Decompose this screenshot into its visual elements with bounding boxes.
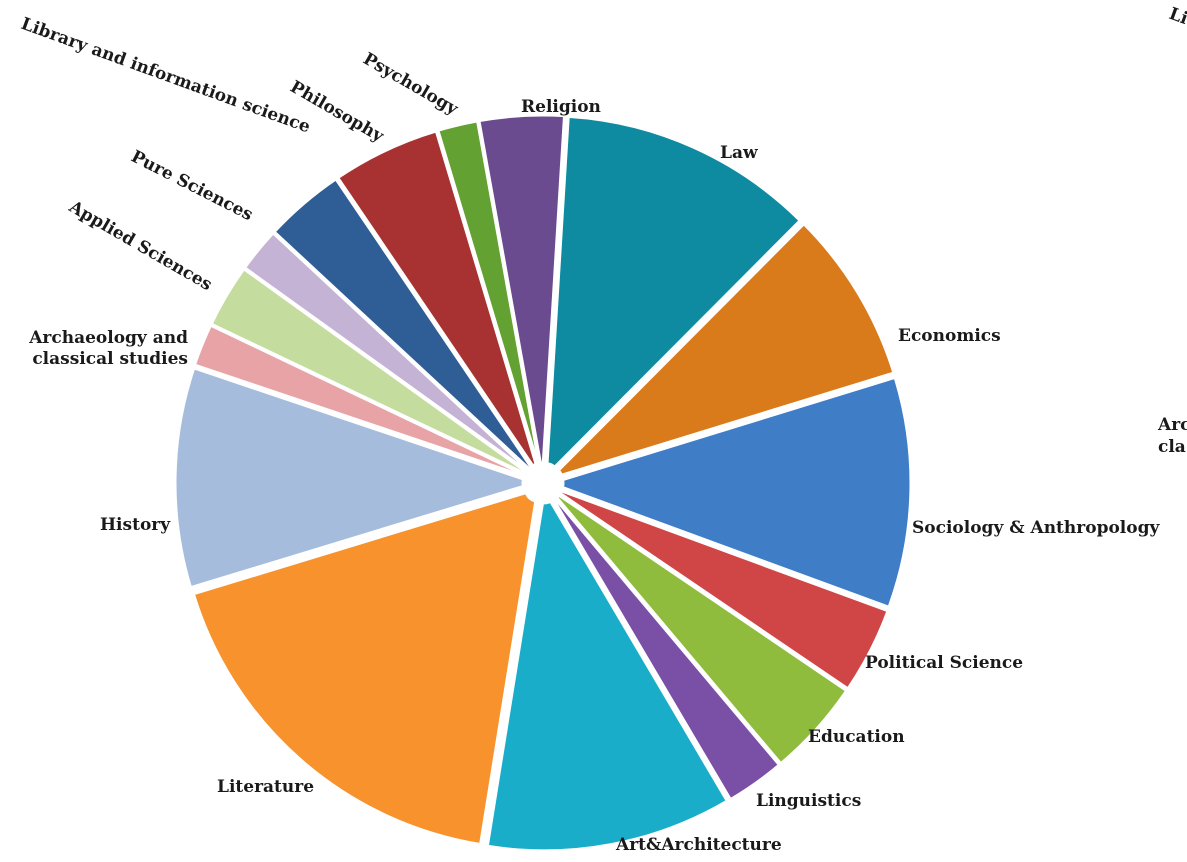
pie-slice-sociology-and-anthropology [560, 375, 913, 610]
edge-fragment-li: Li [1166, 4, 1187, 29]
pie-label-philosophy: Philosophy [287, 77, 388, 147]
pie-slice-philosophy [335, 129, 538, 468]
pie-slice-economics [556, 221, 896, 478]
pie-slices [173, 113, 913, 853]
edge-fragment-arc: Arc [1157, 415, 1187, 435]
pie-label-applied-sciences: Applied Sciences [65, 197, 216, 296]
pie-label-psychology: Psychology [360, 49, 463, 120]
pie-label-political-science: Political Science [865, 653, 1023, 673]
pie-label-education: Education [808, 727, 905, 747]
pie-label-archaeology-and-classical-studies: Archaeology and classical studies [28, 328, 188, 369]
pie-slice-history [173, 365, 526, 590]
pie-label-religion: Religion [521, 97, 601, 117]
pie-label-literature: Literature [217, 777, 314, 797]
edge-fragment-cla: cla [1158, 437, 1186, 457]
pie-slice-education [554, 493, 849, 766]
pie-slice-law [545, 114, 803, 470]
pie-slice-religion [477, 113, 567, 465]
pie-slice-political-science [557, 488, 890, 692]
pie-label-linguistics: Linguistics [756, 791, 861, 811]
pie-label-law: Law [720, 143, 758, 163]
pie-label-sociology-and-anthropology: Sociology & Anthropology [912, 518, 1160, 538]
pie-slice-literature [191, 490, 538, 847]
pie-slice-library-and-information-science [271, 176, 534, 471]
pie-label-economics: Economics [898, 326, 1001, 346]
pie-label-art-and-architecture: Art&Architecture [615, 835, 782, 855]
pie-slice-linguistics [551, 496, 782, 802]
pie-label-history: History [100, 515, 171, 535]
pie-slice-art-and-architecture [485, 499, 730, 853]
pie-label-library-and-information-science: Library and information science [18, 14, 313, 138]
pie-label-pure-sciences: Pure Sciences [128, 147, 256, 226]
